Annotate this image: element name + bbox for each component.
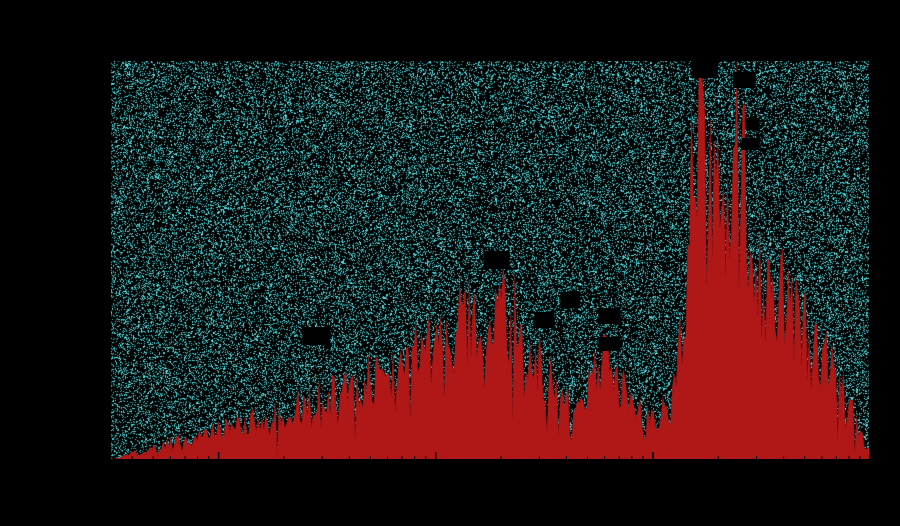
svg-text:200: 200 <box>80 53 100 67</box>
svg-text:21: 21 <box>664 465 674 475</box>
chart-container: 10 19 10 20 10 21 10 22 0 50 100 150 200 Column Dens… <box>0 0 900 526</box>
svg-text:10: 10 <box>429 469 443 483</box>
svg-text:22: 22 <box>881 465 891 475</box>
svg-text:150: 150 <box>80 153 100 167</box>
svg-text:10: 10 <box>646 469 660 483</box>
svg-text:10: 10 <box>212 469 226 483</box>
svg-text:10: 10 <box>863 469 877 483</box>
svg-text:0: 0 <box>93 453 100 467</box>
svg-text:20: 20 <box>447 465 457 475</box>
density-chart: 10 19 10 20 10 21 10 22 0 50 100 150 200 <box>0 0 900 526</box>
chart-title: Column Density of Clouds <box>350 18 575 39</box>
y-axis-label: f <box>39 256 55 260</box>
x-axis-label: Column density N <box>430 490 541 506</box>
svg-text:50: 50 <box>87 353 101 367</box>
svg-text:100: 100 <box>80 253 100 267</box>
svg-text:19: 19 <box>230 465 240 475</box>
